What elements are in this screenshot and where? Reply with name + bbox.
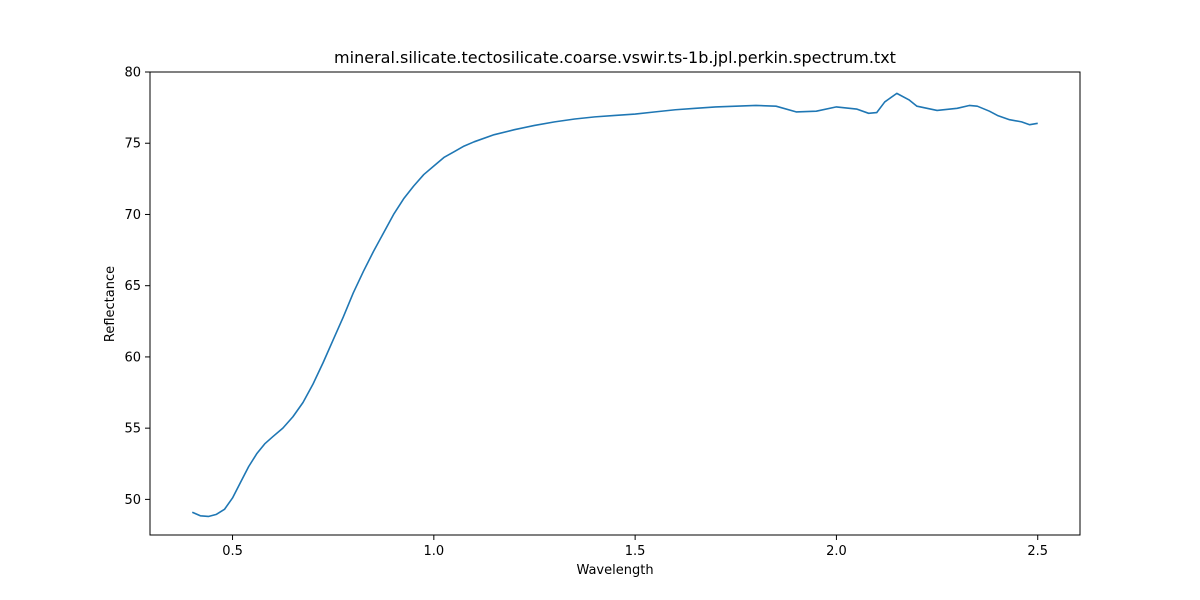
y-tick-label: 50 xyxy=(124,493,141,508)
y-tick-label: 55 xyxy=(124,422,141,437)
x-tick-label: 2.0 xyxy=(826,544,847,559)
y-tick-label: 75 xyxy=(124,137,141,152)
x-tick-label: 2.5 xyxy=(1027,544,1048,559)
x-axis-label: Wavelength xyxy=(576,563,653,578)
chart-title: mineral.silicate.tectosilicate.coarse.vs… xyxy=(334,48,896,67)
y-tick-label: 60 xyxy=(124,350,141,365)
y-tick-label: 65 xyxy=(124,279,141,294)
y-axis-label: Reflectance xyxy=(103,266,118,342)
x-tick-label: 1.5 xyxy=(625,544,646,559)
x-tick-label: 0.5 xyxy=(222,544,243,559)
series-line-0 xyxy=(191,92,1038,518)
y-tick-label: 70 xyxy=(124,208,141,223)
plot-frame xyxy=(149,71,1081,536)
series-layer xyxy=(191,92,1038,518)
y-tick-label: 80 xyxy=(124,66,141,81)
x-tick-label: 1.0 xyxy=(423,544,444,559)
x-axis: 0.5 1.0 1.5 2.0 2.5 xyxy=(222,535,1048,559)
y-axis: 50 55 60 65 70 75 80 xyxy=(124,66,150,508)
